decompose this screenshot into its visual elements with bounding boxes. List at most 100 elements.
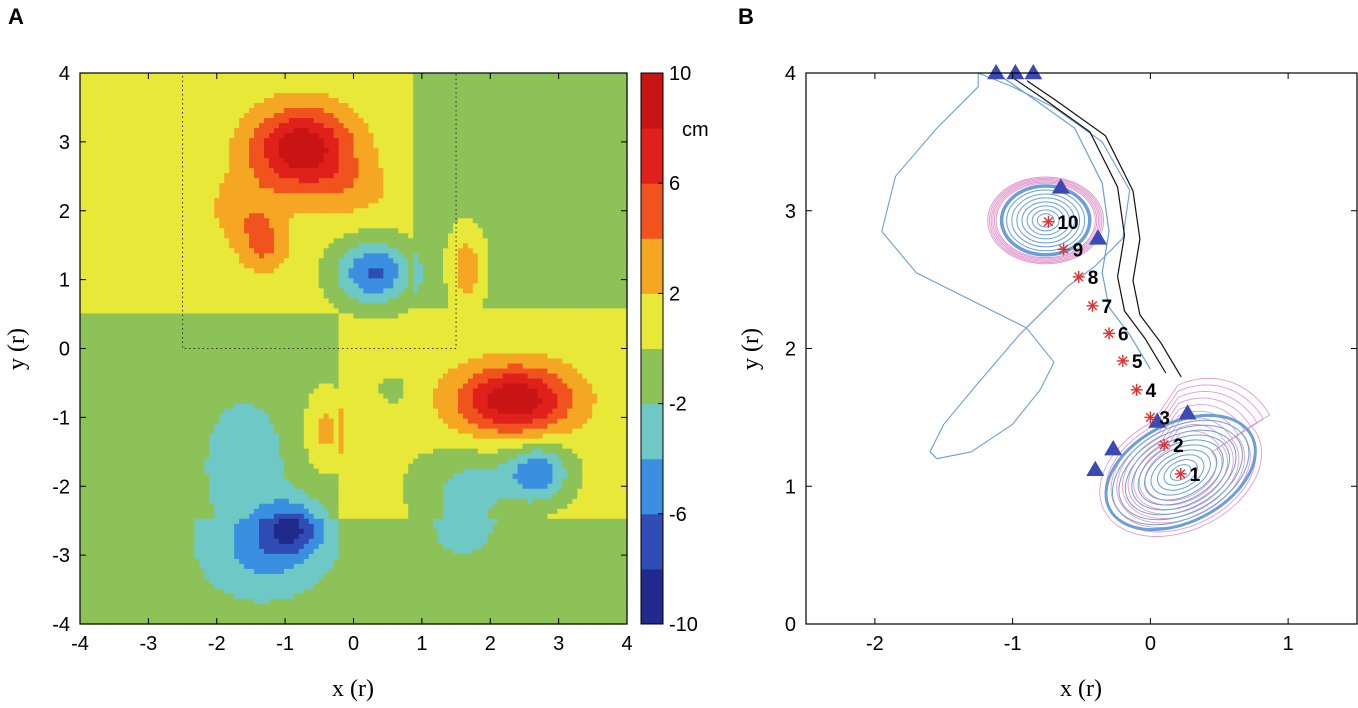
contour-cell (527, 208, 534, 214)
contour-cell (139, 203, 146, 209)
contour-cell (194, 258, 200, 264)
contour-cell (204, 78, 210, 84)
contour-cell (323, 283, 330, 289)
contour-cell (124, 178, 131, 184)
contour-cell (413, 138, 419, 144)
contour-cell (507, 263, 514, 269)
contour-cell (532, 283, 539, 289)
contour-cell (199, 73, 205, 79)
contour-cell (313, 143, 320, 149)
contour-cell (209, 218, 215, 224)
contour-cell (278, 88, 285, 94)
contour-cell (144, 213, 151, 219)
contour-cell (273, 153, 280, 159)
contour-cell (144, 273, 151, 279)
contour-cell (124, 228, 131, 234)
contour-cell (403, 208, 409, 214)
contour-cell (288, 198, 295, 204)
contour-cell (348, 243, 355, 249)
contour-cell (572, 118, 578, 124)
contour-cell (254, 223, 260, 229)
contour-cell (144, 288, 151, 294)
contour-cell (224, 223, 230, 229)
contour-cell (612, 268, 618, 274)
contour-cell (617, 198, 623, 204)
contour-cell (477, 83, 484, 89)
contour-cell (189, 258, 195, 264)
contour-cell (119, 268, 126, 274)
contour-cell (119, 138, 126, 144)
contour-cell (124, 73, 131, 79)
contour-cell (219, 273, 225, 279)
contour-cell (552, 128, 558, 134)
contour-cell (373, 173, 379, 179)
contour-cell (383, 158, 389, 164)
contour-cell (413, 148, 419, 154)
contour-cell (134, 168, 141, 174)
contour-cell (194, 123, 200, 129)
contour-cell (80, 93, 86, 99)
contour-cell (249, 203, 255, 209)
contour-cell (109, 208, 116, 214)
contour-cell (467, 283, 474, 289)
contour-cell (447, 188, 454, 194)
contour-cell (244, 153, 250, 159)
contour-cell (477, 88, 484, 94)
contour-cell (209, 93, 215, 99)
contour-cell (308, 178, 315, 184)
contour-cell (109, 88, 116, 94)
contour-cell (592, 263, 598, 269)
contour-cell (413, 233, 419, 239)
contour-cell (582, 73, 588, 79)
contour-cell (408, 183, 414, 189)
contour-cell (303, 288, 310, 294)
contour-cell (288, 218, 295, 224)
contour-cell (567, 113, 573, 119)
contour-cell (109, 148, 116, 154)
contour-cell (403, 253, 409, 259)
contour-cell (204, 108, 210, 114)
contour-cell (174, 93, 181, 99)
contour-cell (204, 148, 210, 154)
contour-cell (129, 153, 136, 159)
contour-cell (373, 163, 379, 169)
contour-cell (547, 158, 554, 164)
contour-cell (622, 178, 628, 184)
contour-cell (537, 203, 544, 209)
contour-cell (557, 208, 563, 214)
contour-cell (438, 233, 444, 239)
contour-cell (254, 213, 260, 219)
contour-cell (428, 143, 434, 149)
contour-cell (114, 278, 121, 284)
contour-cell (328, 78, 335, 84)
contour-cell (318, 123, 325, 129)
contour-cell (263, 143, 270, 149)
contour-cell (199, 88, 205, 94)
contour-cell (273, 88, 280, 94)
contour-cell (263, 158, 270, 164)
contour-cell (587, 158, 593, 164)
contour-cell (443, 73, 449, 79)
contour-cell (592, 173, 598, 179)
contour-cell (244, 123, 250, 129)
contour-cell (318, 238, 325, 244)
contour-cell (537, 158, 544, 164)
contour-cell (457, 233, 464, 239)
contour-cell (452, 83, 459, 89)
contour-cell (408, 143, 414, 149)
contour-cell (179, 153, 186, 159)
contour-cell (343, 183, 350, 189)
contour-cell (174, 183, 181, 189)
contour-cell (378, 193, 384, 199)
contour-cell (219, 88, 225, 94)
contour-cell (557, 248, 563, 254)
contour-cell (283, 93, 290, 99)
contour-cell (527, 233, 534, 239)
contour-cell (229, 158, 235, 164)
contour-cell (94, 228, 101, 234)
contour-cell (179, 268, 186, 274)
contour-cell (522, 263, 529, 269)
contour-cell (134, 193, 141, 199)
contour-cell (512, 203, 519, 209)
contour-cell (557, 103, 563, 109)
